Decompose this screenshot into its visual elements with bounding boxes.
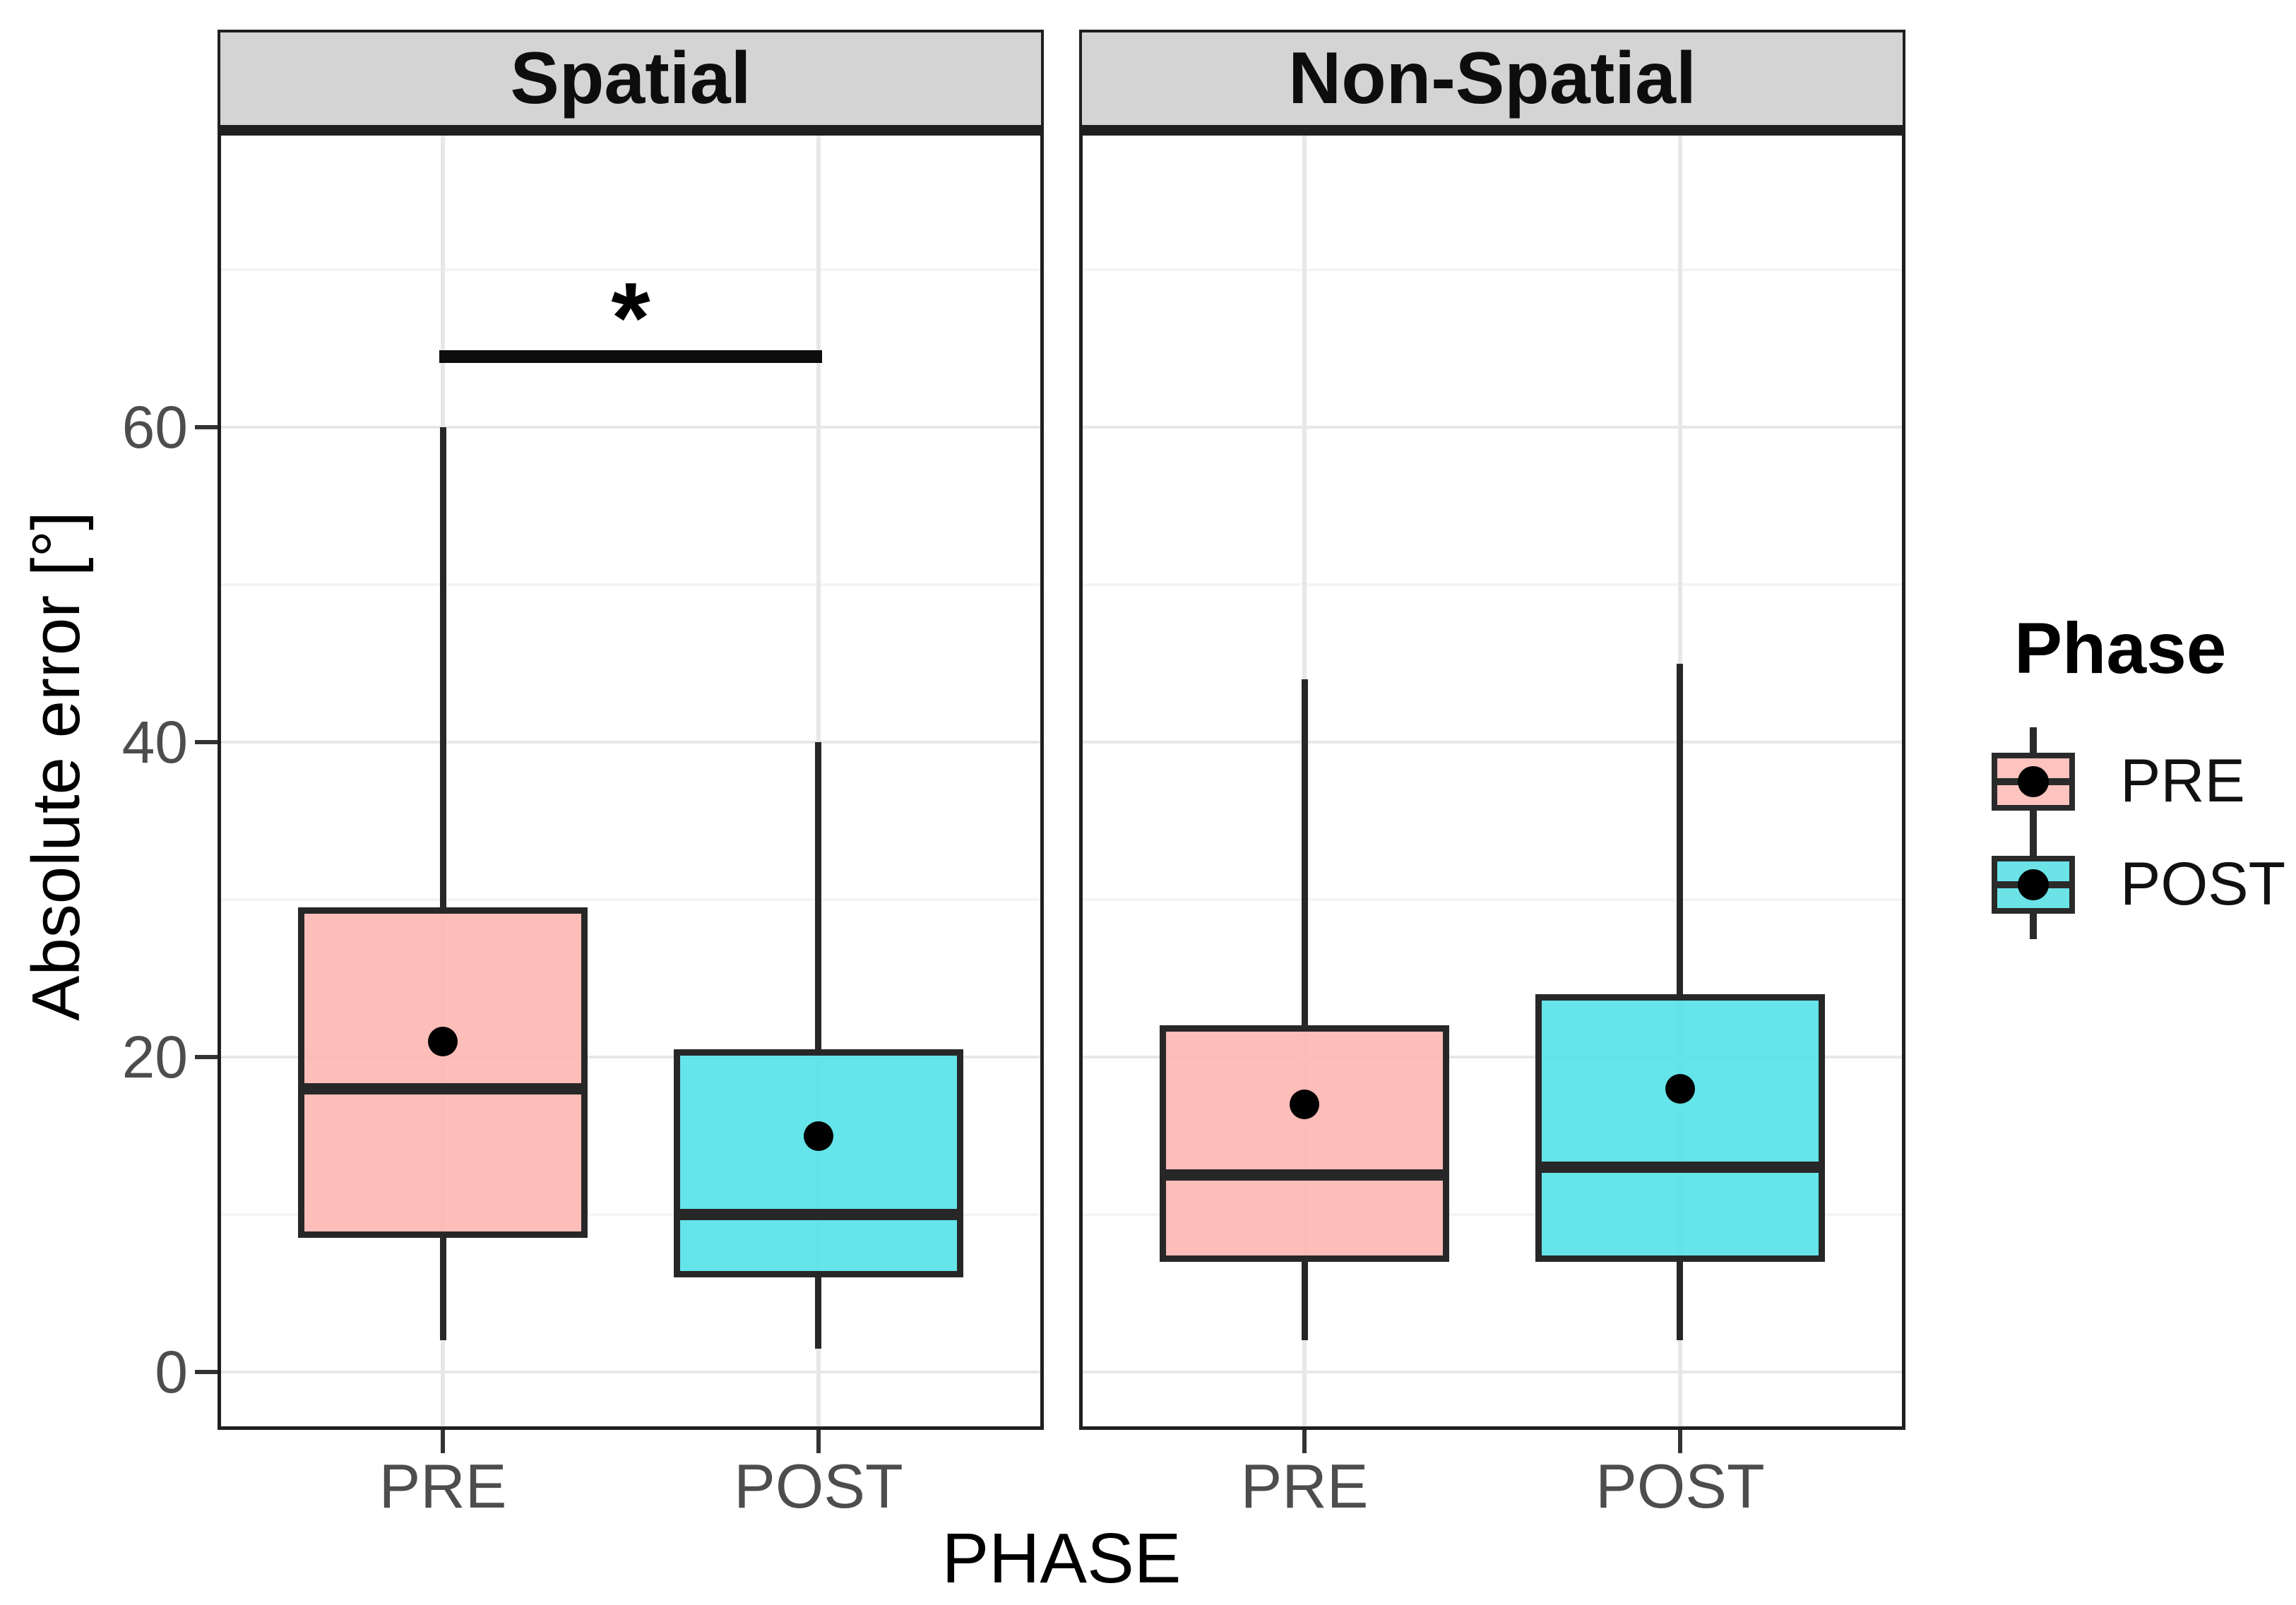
lower-whisker: [439, 1238, 446, 1341]
gridline-major: [1079, 1371, 1905, 1373]
x-tick-mark: [1302, 1430, 1307, 1453]
gridline-minor: [218, 1213, 1044, 1216]
box-post: [673, 1049, 963, 1278]
legend-label-pre: PRE: [2120, 747, 2245, 815]
gridline-minor: [218, 268, 1044, 271]
gridline-minor: [1079, 1213, 1905, 1216]
y-tick-mark: [195, 1370, 218, 1374]
facet-strip: Spatial: [218, 30, 1044, 132]
x-tick-label: POST: [734, 1451, 903, 1521]
gridline-minor: [1079, 268, 1905, 271]
legend-key-pre-glyph: [1992, 727, 2075, 836]
significance-star: *: [611, 261, 650, 374]
gridline-major: [1079, 426, 1905, 429]
median-line: [298, 1082, 588, 1094]
mean-dot: [1290, 1089, 1320, 1119]
upper-whisker: [815, 742, 822, 1049]
legend-mean-dot: [2018, 869, 2049, 900]
x-tick-label: POST: [1595, 1451, 1765, 1521]
gridline-major: [218, 426, 1044, 429]
panel: *: [218, 132, 1044, 1430]
mean-dot: [1665, 1073, 1695, 1104]
x-tick-label: PRE: [379, 1451, 507, 1521]
legend-label-post: POST: [2120, 850, 2286, 918]
lower-whisker: [815, 1277, 822, 1349]
x-axis-title: PHASE: [941, 1519, 1182, 1598]
gridline-minor: [1079, 583, 1905, 586]
median-line: [1160, 1169, 1450, 1181]
panel-border: [218, 132, 1044, 1430]
legend-title: Phase: [2014, 608, 2227, 688]
upper-whisker: [439, 427, 446, 908]
gridline-minor: [218, 898, 1044, 901]
y-tick-label: 20: [121, 1024, 188, 1090]
x-tick-mark: [441, 1430, 446, 1453]
legend-mean-dot: [2018, 766, 2049, 797]
gridline-major: [218, 1371, 1044, 1373]
y-tick-mark: [195, 740, 218, 744]
box-pre: [1160, 1025, 1450, 1262]
mean-dot: [428, 1026, 458, 1056]
y-tick-mark: [195, 1055, 218, 1059]
panel: [1079, 132, 1905, 1430]
legend-key-post-glyph: [1992, 830, 2075, 939]
mean-dot: [803, 1121, 833, 1151]
panel-border: [1079, 132, 1905, 1430]
x-tick-label: PRE: [1240, 1451, 1369, 1521]
lower-whisker: [1677, 1261, 1684, 1341]
gridline-major: [1079, 741, 1905, 744]
y-tick-label: 40: [121, 709, 188, 775]
median-line: [1535, 1162, 1825, 1174]
y-tick-mark: [195, 425, 218, 429]
significance-bar: [439, 350, 822, 363]
box-pre: [298, 907, 588, 1239]
y-tick-label: 60: [121, 394, 188, 460]
gridline-minor: [1079, 898, 1905, 901]
gridline-major: [218, 741, 1044, 744]
box-post: [1535, 994, 1825, 1262]
y-tick-label: 0: [155, 1339, 188, 1405]
gridline-major: [1079, 1056, 1905, 1058]
upper-whisker: [1677, 663, 1684, 994]
upper-whisker: [1301, 679, 1308, 1026]
x-tick-mark: [1677, 1430, 1682, 1453]
x-tick-mark: [816, 1430, 821, 1453]
median-line: [673, 1209, 963, 1220]
gridline-minor: [218, 583, 1044, 586]
facet-strip: Non-Spatial: [1079, 30, 1905, 132]
gridline-major: [218, 1056, 1044, 1058]
lower-whisker: [1301, 1261, 1308, 1341]
